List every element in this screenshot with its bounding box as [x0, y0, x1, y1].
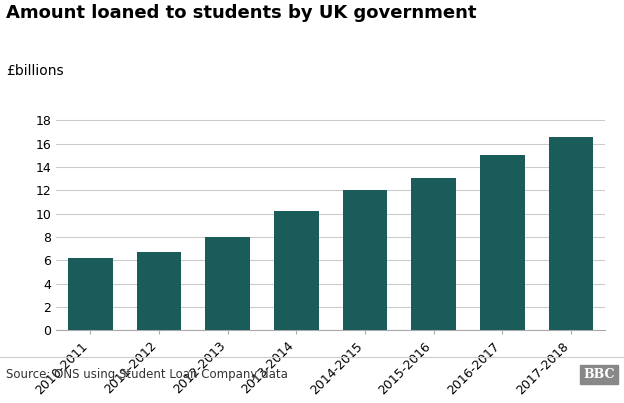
Text: £billions: £billions	[6, 64, 64, 79]
Bar	[68, 258, 113, 330]
Bar	[548, 137, 593, 330]
Bar	[411, 178, 456, 330]
Text: BBC: BBC	[583, 368, 615, 381]
Bar	[274, 212, 319, 330]
Bar	[137, 252, 182, 330]
Bar	[343, 191, 388, 330]
Text: Amount loaned to students by UK government: Amount loaned to students by UK governme…	[6, 4, 477, 22]
Bar	[480, 156, 525, 330]
Text: Source: ONS using Student Loan Company data: Source: ONS using Student Loan Company d…	[6, 368, 288, 381]
Bar	[205, 237, 250, 330]
